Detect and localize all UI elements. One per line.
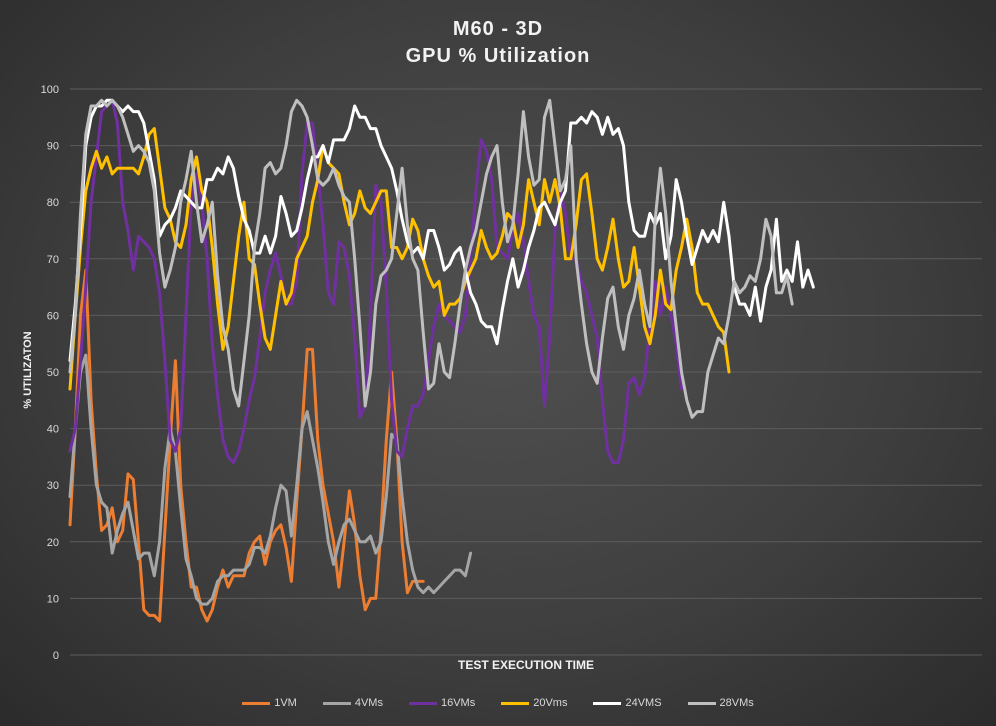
y-tick-label: 70 xyxy=(47,254,59,266)
legend-label: 4VMs xyxy=(354,697,383,709)
series-line-16vms xyxy=(68,98,683,465)
legend-item-28vms: 28VMs xyxy=(687,697,754,709)
legend-swatch xyxy=(322,701,351,705)
y-tick-label: 30 xyxy=(47,480,59,492)
legend-item-20vms: 20Vms xyxy=(501,697,567,709)
legend-label: 20Vms xyxy=(533,697,568,709)
chart-subtitle: GPU % Utilization xyxy=(405,45,591,67)
legend-swatch xyxy=(501,701,530,705)
y-tick-label: 10 xyxy=(47,593,59,605)
series-line-28vms xyxy=(68,98,794,419)
series-line-4vms xyxy=(68,353,473,606)
y-tick-label: 60 xyxy=(47,310,59,322)
legend-label: 16VMs xyxy=(440,697,476,709)
y-tick-label: 20 xyxy=(47,537,59,549)
legend-item-4vms: 4VMs xyxy=(322,697,383,709)
legend-item-24vms: 24VMS xyxy=(593,697,662,709)
legend-swatch xyxy=(242,701,271,705)
series-line-20vms xyxy=(68,127,731,391)
legend-swatch xyxy=(408,701,437,705)
legend: 1VM 4VMs 16VMs 20Vms 24VMS 28VMs xyxy=(0,697,996,709)
y-tick-label: 50 xyxy=(47,367,59,379)
legend-label: 1VM xyxy=(274,697,297,709)
y-axis-label: % UTILIZATON xyxy=(22,331,34,409)
legend-item-1vm: 1VM xyxy=(242,697,297,709)
series-line-24vms xyxy=(68,98,815,363)
series-line-1vm xyxy=(68,268,425,623)
y-tick-label: 90 xyxy=(47,141,59,153)
x-axis-label: TEST EXECUTION TIME xyxy=(457,658,594,672)
legend-swatch xyxy=(593,701,622,705)
chart-title: M60 - 3D xyxy=(452,18,544,40)
y-tick-label: 100 xyxy=(41,84,59,96)
legend-swatch xyxy=(687,701,716,705)
y-tick-label: 80 xyxy=(47,197,59,209)
legend-item-16vms: 16VMs xyxy=(408,697,476,709)
y-tick-label: 0 xyxy=(53,650,59,662)
y-tick-label: 40 xyxy=(47,424,59,436)
legend-label: 28VMs xyxy=(719,697,754,709)
legend-label: 24VMS xyxy=(625,697,662,709)
